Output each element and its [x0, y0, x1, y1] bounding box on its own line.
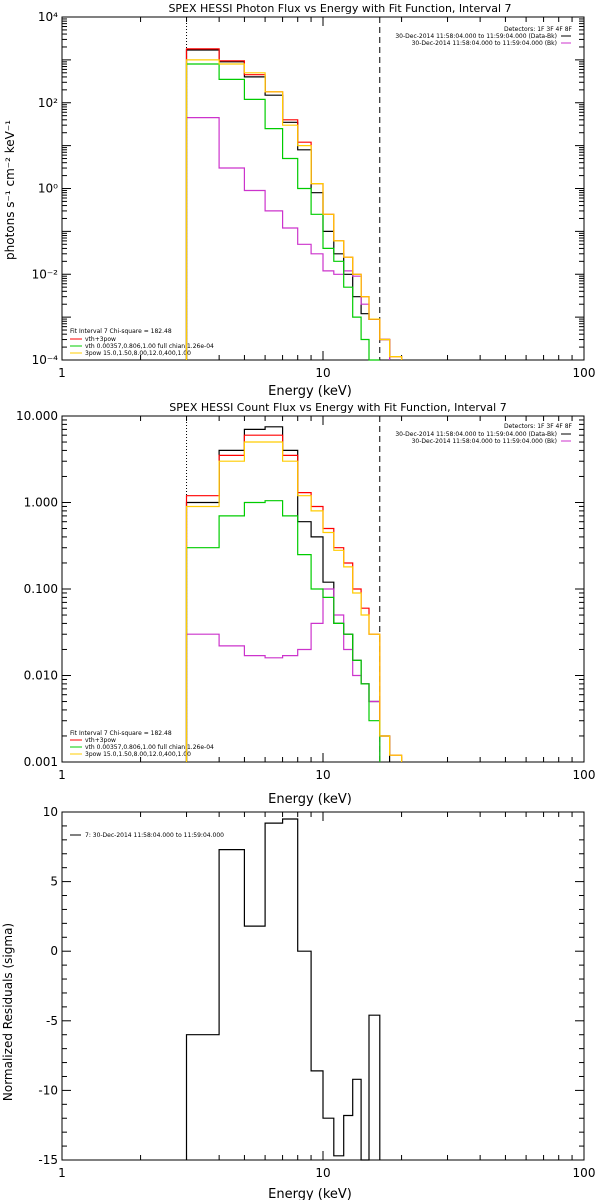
- y-tick-label: 5: [50, 875, 58, 889]
- photon-flux-ylabel: photons s⁻¹ cm⁻² keV⁻¹: [3, 120, 17, 260]
- y-tick-label: 0.100: [24, 582, 58, 596]
- y-tick-label: -15: [38, 1153, 58, 1167]
- photon-flux-fit-entry: vth 0.00357,0.806,1.00 full chian 1.26e-…: [85, 343, 214, 350]
- count-flux-legend-entry: 30-Dec-2014 11:58:04.000 to 11:59:04.000…: [395, 431, 557, 438]
- photon-flux-legend-entry: 30-Dec-2014 11:58:04.000 to 11:59:04.000…: [412, 40, 557, 47]
- y-tick-label: 10²: [38, 96, 58, 110]
- y-tick-label: 0: [50, 944, 58, 958]
- x-tick-label: 100: [573, 366, 596, 380]
- residuals-panel: Energy (keV) Normalized Residuals (sigma…: [1, 805, 595, 1200]
- photon-flux-legend-entry: 30-Dec-2014 11:58:04.000 to 11:59:04.000…: [395, 33, 557, 40]
- count-flux-fit-title: Fit Interval 7 Chi-square = 182.48: [70, 730, 172, 737]
- x-tick-label: 1: [58, 366, 66, 380]
- photon-flux-legend-title: Detectors: 1F 3F 4F 8F: [504, 26, 573, 33]
- count-flux-fit-entry: vth 0.00357,0.806,1.00 full chian 1.26e-…: [85, 744, 214, 751]
- x-tick-label: 100: [573, 768, 596, 782]
- series-line-data-bk: [185, 426, 391, 762]
- x-tick-label: 10: [315, 768, 330, 782]
- y-tick-label: 10: [43, 805, 58, 819]
- count-flux-panel: SPEX HESSI Count Flux vs Energy with Fit…: [16, 401, 595, 807]
- y-tick-label: 10⁻⁴: [32, 353, 59, 367]
- residuals-xlabel: Energy (keV): [268, 1187, 352, 1200]
- y-tick-label: 0.010: [24, 669, 58, 683]
- series-line-7-30-dec-2014-11-58-04-000-to-11-59-04-000: [185, 818, 381, 1161]
- count-flux-title: SPEX HESSI Count Flux vs Energy with Fit…: [169, 401, 506, 414]
- count-flux-legend-entry: 30-Dec-2014 11:58:04.000 to 11:59:04.000…: [412, 438, 557, 445]
- count-flux-fit-entry: vth+3pow: [85, 737, 116, 744]
- photon-flux-fit-entry: 3pow 15.0,1.50,8.00,12.0,400,1.00: [85, 350, 191, 357]
- photon-flux-fit-title: Fit Interval 7 Chi-square = 182.48: [70, 328, 172, 335]
- y-tick-label: 10⁴: [38, 10, 58, 24]
- photon-flux-title: SPEX HESSI Photon Flux vs Energy with Fi…: [168, 2, 511, 15]
- photon-flux-fit-entry: vth+3pow: [85, 336, 116, 343]
- y-tick-label: 10⁰: [38, 182, 58, 196]
- residuals-legend-entry: 7: 30-Dec-2014 11:58:04.000 to 11:59:04.…: [85, 832, 224, 839]
- x-tick-label: 100: [573, 1166, 596, 1180]
- series-line-vth: [185, 63, 380, 361]
- y-tick-label: 10⁻²: [32, 267, 59, 281]
- y-tick-label: 10.000: [16, 409, 58, 423]
- count-flux-legend-title: Detectors: 1F 3F 4F 8F: [504, 423, 573, 430]
- photon-flux-xlabel: Energy (keV): [268, 384, 352, 399]
- y-tick-label: 1.000: [24, 496, 58, 510]
- residuals-ylabel: Normalized Residuals (sigma): [1, 923, 15, 1101]
- series-line-vth: [185, 500, 381, 762]
- y-tick-label: 0.001: [24, 755, 58, 769]
- y-tick-label: -5: [46, 1014, 58, 1028]
- x-tick-label: 1: [58, 768, 66, 782]
- series-line-3pow: [185, 441, 403, 762]
- series-line-bk: [185, 117, 391, 360]
- series-line-data-bk: [185, 49, 391, 360]
- series-line-bk: [185, 588, 381, 762]
- count-flux-xlabel: Energy (keV): [268, 792, 352, 807]
- photon-flux-panel: SPEX HESSI Photon Flux vs Energy with Fi…: [3, 2, 595, 399]
- count-flux-fit-entry: 3pow 15.0,1.50,8.00,12.0,400,1.00: [85, 751, 191, 758]
- x-tick-label: 10: [315, 1166, 330, 1180]
- y-tick-label: -10: [38, 1083, 58, 1097]
- series-line-3pow: [185, 59, 403, 360]
- x-tick-label: 10: [315, 366, 330, 380]
- x-tick-label: 1: [58, 1166, 66, 1180]
